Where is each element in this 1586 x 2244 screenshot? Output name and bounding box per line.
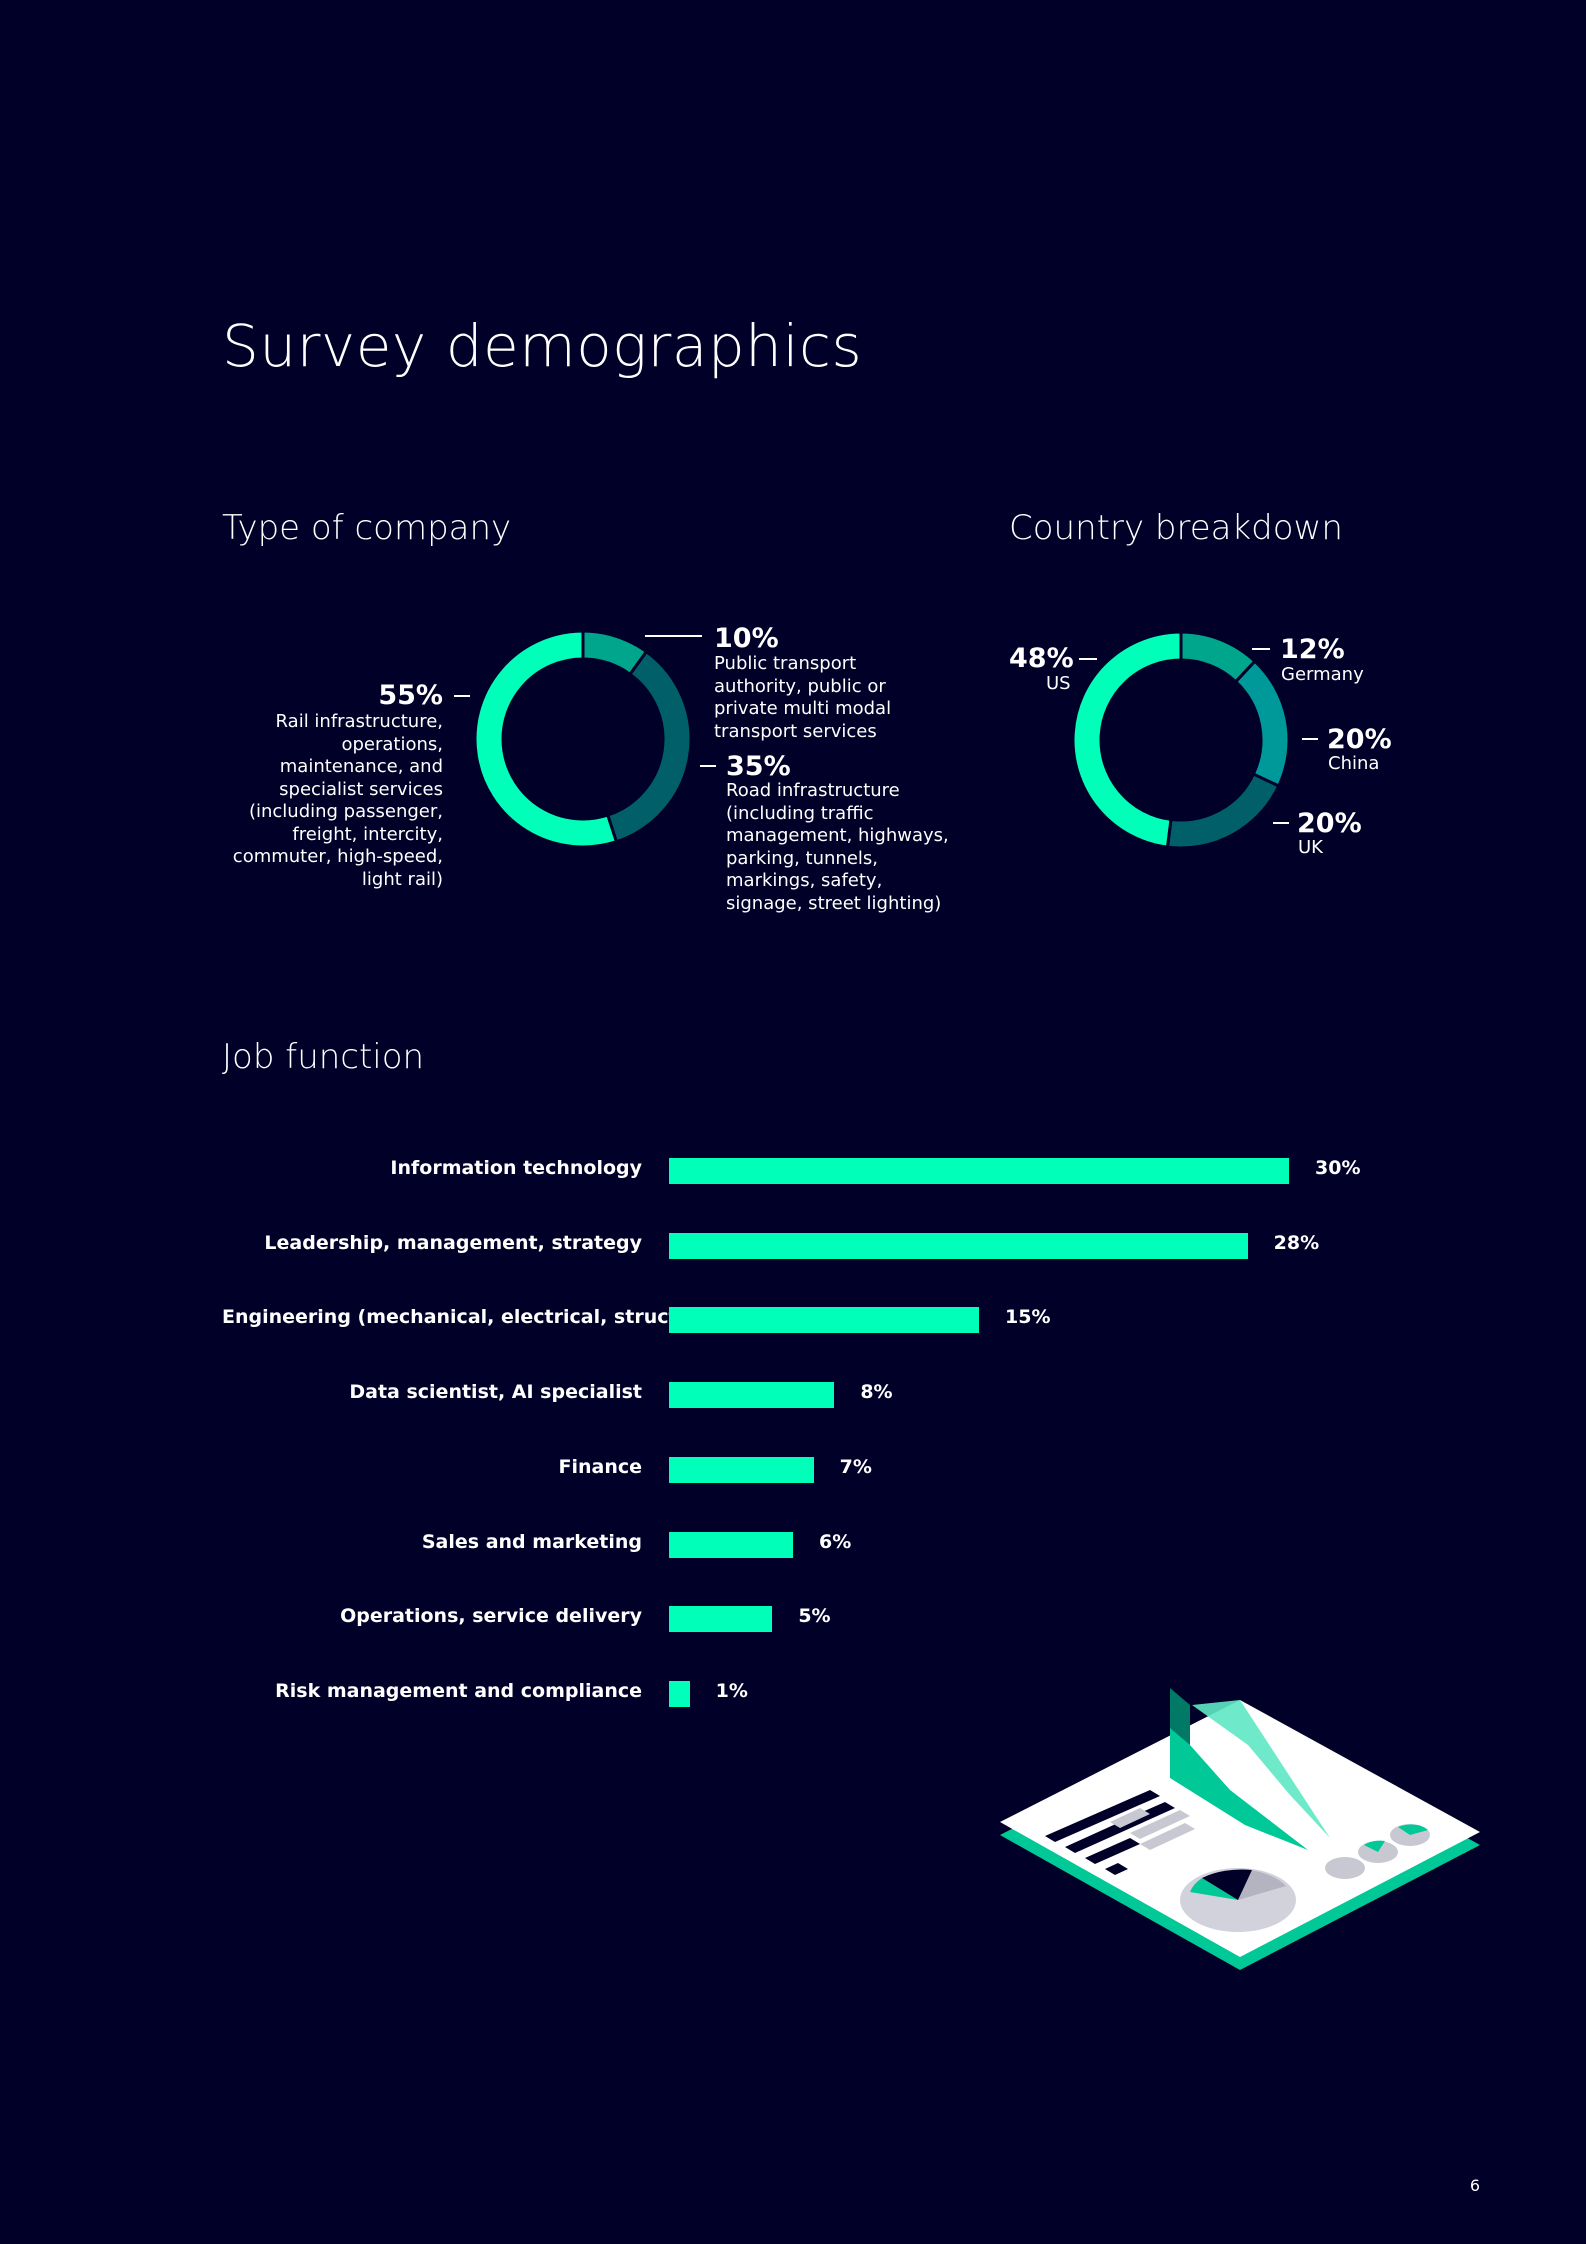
country-us-leader	[1079, 658, 1097, 660]
page-number: 6	[1469, 2176, 1480, 2195]
company-donut-chart	[473, 629, 693, 849]
job-bar-label: Engineering (mechanical, electrical, str…	[222, 1306, 729, 1329]
job-bar-value: 1%	[715, 1679, 748, 1702]
job-bar-value: 5%	[798, 1605, 831, 1628]
illustration-spike	[1170, 1728, 1308, 1850]
job-bar-label: Risk management and compliance	[275, 1679, 642, 1702]
company-transport-desc: Public transport authority, public or pr…	[714, 653, 892, 742]
country-uk-label: UK	[1298, 837, 1323, 858]
job-bar	[669, 1232, 1248, 1259]
company-section-title: Type of company	[222, 508, 512, 548]
company-transport-pct: 10%	[714, 623, 779, 654]
job-bar-label: Leadership, management, strategy	[264, 1231, 642, 1254]
job-bar-value: 8%	[860, 1381, 893, 1404]
country-section-title: Country breakdown	[1009, 508, 1343, 548]
job-bar-label: Sales and marketing	[421, 1530, 642, 1553]
donut-slice-rail	[473, 629, 619, 849]
donut-slice-us	[1072, 631, 1183, 849]
company-transport-leader	[645, 635, 702, 637]
job-bar-value: 6%	[819, 1530, 852, 1553]
donut-slice-uk	[1165, 772, 1281, 849]
illustration-spike-dark	[1170, 1688, 1190, 1745]
job-bar	[669, 1158, 1289, 1184]
job-section-title: Job function	[222, 1037, 425, 1077]
company-rail-pct: 55%	[378, 680, 443, 711]
country-germany-pct: 12%	[1280, 634, 1345, 665]
country-china-label: China	[1328, 753, 1380, 774]
country-germany-label: Germany	[1281, 664, 1364, 685]
country-uk-leader	[1273, 822, 1289, 824]
job-bar-value: 28%	[1273, 1231, 1320, 1254]
illustration-board	[1000, 1700, 1480, 1957]
page-title: Survey demographics	[222, 312, 863, 380]
company-road-desc: Road infrastructure (including traffic m…	[726, 780, 949, 914]
job-bar-label: Data scientist, AI specialist	[349, 1381, 642, 1404]
illustration-bars	[1045, 1790, 1195, 1875]
illustration-spike-light	[1192, 1700, 1330, 1838]
country-china-pct: 20%	[1327, 724, 1392, 755]
company-road-leader	[700, 765, 716, 767]
job-bar-value: 15%	[1005, 1306, 1051, 1329]
company-rail-desc: Rail infrastructure, operations, mainten…	[232, 711, 443, 890]
job-bar-label: Finance	[558, 1455, 642, 1478]
job-bar-value: 30%	[1315, 1157, 1361, 1179]
illustration-mini-pie-1	[1325, 1857, 1365, 1879]
job-bar	[669, 1606, 773, 1633]
job-bar-value: 7%	[839, 1455, 872, 1478]
job-bar-label: Operations, service delivery	[340, 1605, 642, 1628]
country-germany-leader	[1252, 648, 1270, 650]
country-us-label: US	[1046, 673, 1071, 694]
country-china-leader	[1302, 738, 1318, 740]
company-road-pct: 35%	[726, 751, 791, 782]
donut-slice-road	[605, 649, 693, 844]
job-bar	[669, 1456, 814, 1483]
job-bar	[669, 1307, 979, 1334]
job-bar	[669, 1382, 835, 1409]
job-bar	[669, 1680, 690, 1707]
company-rail-leader	[454, 695, 470, 697]
country-uk-pct: 20%	[1297, 808, 1362, 839]
job-bar	[669, 1531, 793, 1558]
dashboard-illustration	[1000, 1688, 1480, 1970]
country-us-pct: 48%	[1009, 643, 1074, 674]
country-donut-chart	[1072, 631, 1290, 849]
job-bar-label: Information technology	[390, 1157, 642, 1179]
